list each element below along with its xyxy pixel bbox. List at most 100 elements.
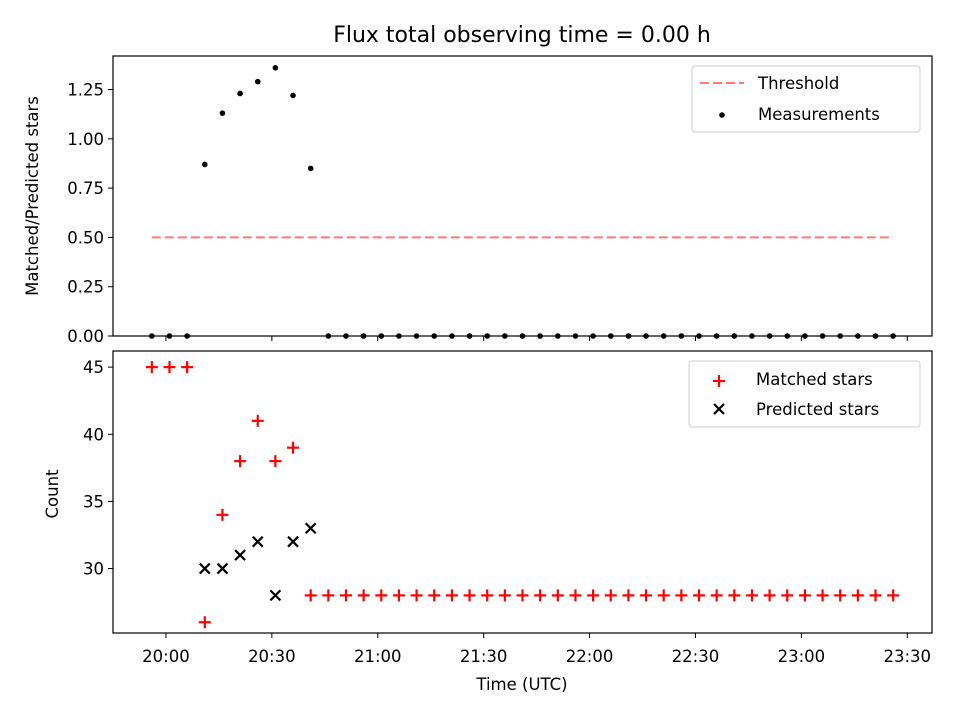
top-legend: Threshold Measurements: [691, 65, 921, 133]
bottom-y-tick-label: 35: [83, 492, 104, 511]
matched-point: [816, 589, 829, 602]
top-x-ticks: [165, 336, 908, 341]
matched-legend-label: Matched stars: [756, 370, 873, 389]
matched-point: [445, 589, 458, 602]
x-tick-label: 22:00: [566, 647, 614, 666]
matched-point: [287, 441, 300, 454]
bottom-axes-frame: [112, 350, 933, 634]
predicted-point-b: [304, 522, 317, 535]
top-y-tick-label: 1.25: [67, 81, 104, 100]
matched-point: [763, 589, 776, 602]
top-marks: [149, 65, 896, 339]
measurement-point: [237, 90, 243, 97]
matched-point: [798, 589, 811, 602]
bottom-y-ticks: 30 35 40 45: [83, 358, 113, 579]
matched-point: [339, 589, 352, 602]
predicted-point-b: [287, 535, 299, 548]
matched-point: [781, 589, 794, 602]
x-tick-label: 22:30: [672, 647, 720, 666]
matched-point: [198, 616, 211, 629]
x-tick-label: 21:30: [460, 647, 508, 666]
bottom-y-tick-label: 30: [83, 560, 104, 579]
matched-point: [834, 589, 847, 602]
measurement-point: [290, 92, 296, 99]
predicted-point-b: [269, 589, 282, 602]
bottom-legend-box: [688, 360, 921, 428]
matched-point: [887, 589, 900, 602]
matched-point: [869, 589, 882, 602]
x-axis-label: Time (UTC): [475, 675, 567, 694]
matched-point: [516, 589, 529, 602]
measurement-point: [201, 161, 208, 168]
bottom-legend: Matched stars Predicted stars: [688, 360, 921, 428]
chart-title: Flux total observing time = 0.00 h: [333, 23, 711, 48]
matched-point: [551, 589, 564, 602]
matched-point: [304, 589, 317, 602]
measurement-point: [254, 78, 261, 85]
measurements-legend-label: Measurements: [758, 105, 880, 124]
x-tick-label: 20:00: [142, 647, 190, 666]
top-y-tick-label: 1.00: [67, 130, 104, 149]
matched-point: [181, 361, 194, 374]
matched-point: [640, 589, 653, 602]
predicted-point: [199, 562, 211, 575]
measurements-legend-swatch: [719, 112, 725, 118]
matched-point: [498, 589, 511, 602]
predicted-legend-label: Predicted stars: [756, 400, 879, 419]
bottom-y-tick-label: 40: [83, 425, 104, 444]
bottom-x-ticks: 20:00 20:30 21:00 21:30 22:00 22:30 23:00 23:30: [142, 633, 931, 666]
measurement-point: [307, 165, 314, 172]
matched-point: [145, 361, 158, 374]
matched-point: [163, 361, 176, 374]
predicted-point: [287, 535, 299, 548]
predicted-point: [304, 522, 317, 535]
matched-point: [587, 589, 600, 602]
top-y-axis-label: Matched/Predicted stars: [23, 96, 42, 296]
predicted-point-b: [251, 535, 264, 548]
matched-point: [675, 589, 688, 602]
matched-point: [481, 589, 494, 602]
top-y-tick-label: 0.75: [67, 179, 104, 198]
bottom-y-axis-label: Count: [43, 469, 62, 519]
x-tick-label: 20:30: [248, 647, 296, 666]
matched-point: [428, 589, 441, 602]
predicted-legend-swatch: [713, 403, 725, 415]
matched-point: [410, 589, 423, 602]
matched-point: [322, 589, 335, 602]
x-tick-label: 21:00: [354, 647, 402, 666]
matched-point: [375, 589, 388, 602]
matched-point: [604, 589, 617, 602]
top-legend-box: [691, 65, 921, 133]
predicted-point: [216, 562, 229, 575]
matched-point: [357, 589, 370, 602]
matched-point: [534, 589, 547, 602]
matched-point: [622, 589, 635, 602]
top-y-tick-label: 0.25: [67, 278, 104, 297]
matched-legend-swatch: [713, 375, 725, 387]
top-y-tick-label: 0.50: [67, 228, 104, 247]
matched-point: [269, 455, 282, 468]
matched-point: [851, 589, 864, 602]
predicted-point-b: [199, 562, 211, 575]
matched-point: [728, 589, 741, 602]
matched-point: [392, 589, 405, 602]
predicted-point-b: [216, 562, 229, 575]
measurement-point: [272, 65, 279, 71]
matched-point: [463, 589, 476, 602]
matched-point: [657, 589, 670, 602]
x-tick-label: 23:00: [778, 647, 826, 666]
matched-point: [745, 589, 758, 602]
matched-point: [234, 455, 247, 468]
predicted-point: [251, 535, 264, 548]
top-y-ticks: 0.00 0.25 0.50 0.75 1.00 1.25: [67, 81, 113, 346]
bottom-marks: [145, 361, 900, 629]
measurement-point: [219, 110, 226, 116]
threshold-legend-label: Threshold: [757, 74, 839, 93]
top-axes-frame: [112, 55, 933, 337]
predicted-point: [234, 549, 246, 561]
top-y-tick-label: 0.00: [67, 327, 104, 346]
predicted-point: [269, 589, 282, 602]
matched-point: [216, 508, 229, 521]
matched-point: [251, 414, 264, 427]
